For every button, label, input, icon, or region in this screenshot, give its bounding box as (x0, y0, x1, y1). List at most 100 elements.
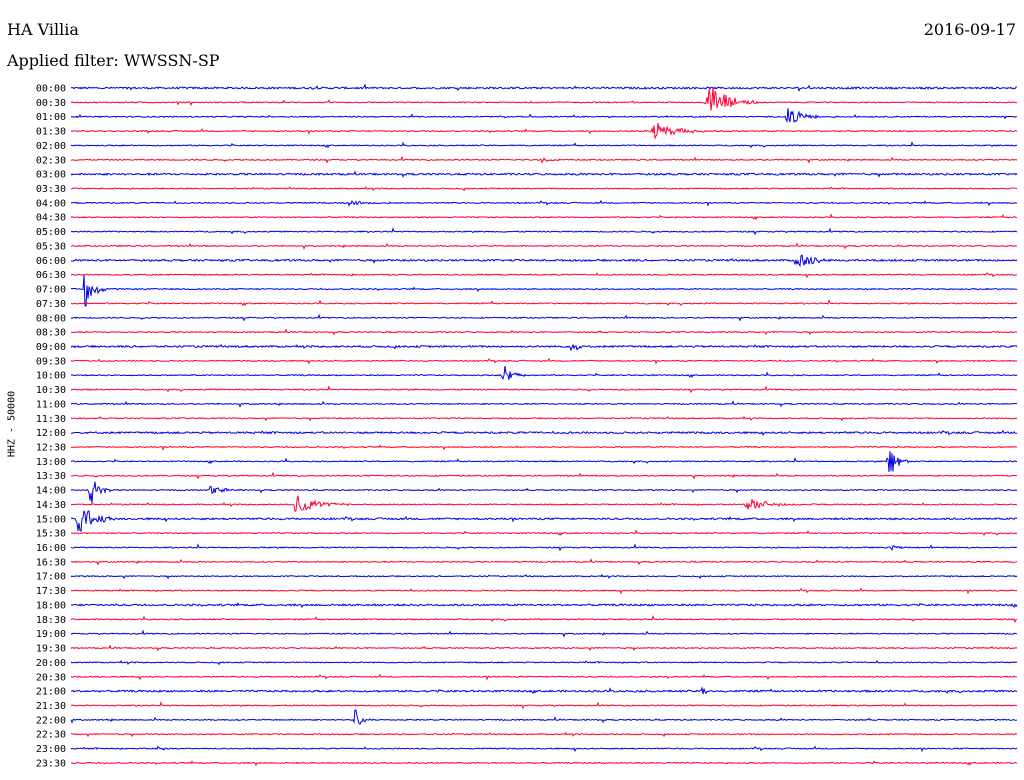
time-label: 17:30 (36, 586, 66, 597)
time-label: 16:30 (36, 557, 66, 568)
trace-line (70, 709, 1018, 725)
time-label: 07:30 (36, 299, 66, 310)
trace-line (70, 242, 1018, 250)
trace-line (70, 343, 1018, 352)
time-label: 06:00 (36, 256, 66, 267)
trace-line (70, 686, 1018, 695)
trace-line (70, 141, 1018, 149)
trace-line (70, 122, 1018, 140)
trace-line (70, 543, 1018, 552)
trace-line (70, 529, 1018, 537)
trace-line (70, 313, 1018, 322)
time-label: 08:00 (36, 313, 66, 324)
time-label: 06:30 (36, 270, 66, 281)
time-label: 11:00 (36, 399, 66, 410)
trace-line (70, 155, 1018, 164)
trace-line (70, 471, 1018, 480)
time-label: 03:30 (36, 184, 66, 195)
time-label: 14:00 (36, 486, 66, 497)
time-label: 19:30 (36, 644, 66, 655)
time-label: 11:30 (36, 414, 66, 425)
trace-line (70, 602, 1018, 609)
trace-line (70, 644, 1018, 652)
trace-line (70, 299, 1018, 307)
time-label: 18:30 (36, 615, 66, 626)
trace-line (70, 660, 1018, 666)
time-label: 09:30 (36, 356, 66, 367)
trace-line (70, 673, 1018, 681)
trace-line (70, 573, 1018, 580)
filter-label: Applied filter: WWSSN-SP (7, 51, 220, 70)
trace-line (70, 701, 1018, 710)
time-label: 02:30 (36, 155, 66, 166)
trace-line (70, 400, 1018, 408)
trace-line (70, 365, 1018, 381)
time-label: 22:00 (36, 715, 66, 726)
time-label: 05:00 (36, 227, 66, 238)
time-label: 03:00 (36, 170, 66, 181)
trace-line (70, 272, 1018, 279)
station-title: HA Villia (7, 20, 79, 39)
time-label: 20:00 (36, 658, 66, 669)
time-label: 13:00 (36, 457, 66, 468)
time-label: 23:30 (36, 758, 66, 769)
time-label: 09:00 (36, 342, 66, 353)
trace-line (70, 213, 1018, 221)
trace-line (70, 83, 1018, 93)
time-label: 04:00 (36, 198, 66, 209)
trace-line (70, 429, 1018, 437)
time-label: 10:30 (36, 385, 66, 396)
trace-line (70, 415, 1018, 422)
time-label: 21:00 (36, 687, 66, 698)
trace-line (70, 254, 1018, 268)
trace-line (70, 385, 1018, 394)
time-label: 02:00 (36, 141, 66, 152)
time-label: 15:00 (36, 514, 66, 525)
time-label: 12:00 (36, 428, 66, 439)
trace-line (70, 274, 1018, 307)
time-label: 04:30 (36, 213, 66, 224)
trace-line (70, 731, 1018, 738)
time-label: 13:30 (36, 471, 66, 482)
trace-line (70, 86, 1018, 111)
trace-line (70, 558, 1018, 566)
trace-line (70, 629, 1018, 638)
time-label: 15:30 (36, 529, 66, 540)
time-label: 14:30 (36, 500, 66, 511)
time-label: 19:00 (36, 629, 66, 640)
time-label: 16:00 (36, 543, 66, 554)
time-label: 08:30 (36, 328, 66, 339)
time-label: 01:30 (36, 127, 66, 138)
time-label: 01:00 (36, 112, 66, 123)
time-label: 17:00 (36, 572, 66, 583)
time-label: 05:30 (36, 241, 66, 252)
trace-line (70, 186, 1018, 192)
time-label: 07:00 (36, 285, 66, 296)
time-label: 23:00 (36, 744, 66, 755)
trace-line (70, 170, 1018, 178)
trace-line (70, 108, 1018, 123)
trace-line (70, 444, 1018, 451)
time-label: 20:30 (36, 672, 66, 683)
time-label: 22:30 (36, 730, 66, 741)
trace-line (70, 451, 1018, 473)
trace-line (70, 481, 1018, 504)
time-label: 21:30 (36, 701, 66, 712)
time-label: 10:00 (36, 371, 66, 382)
time-label: 12:30 (36, 443, 66, 454)
trace-line (70, 510, 1018, 532)
time-label: 18:00 (36, 600, 66, 611)
trace-line (70, 495, 1018, 513)
trace-line (70, 199, 1018, 207)
trace-line (70, 357, 1018, 365)
trace-line (70, 745, 1018, 753)
trace-line (70, 614, 1018, 624)
trace-line (70, 760, 1018, 767)
time-label: 00:30 (36, 98, 66, 109)
trace-line (70, 328, 1018, 336)
record-date: 2016-09-17 (923, 20, 1016, 39)
time-label: 00:00 (36, 84, 66, 95)
trace-line (70, 227, 1018, 236)
